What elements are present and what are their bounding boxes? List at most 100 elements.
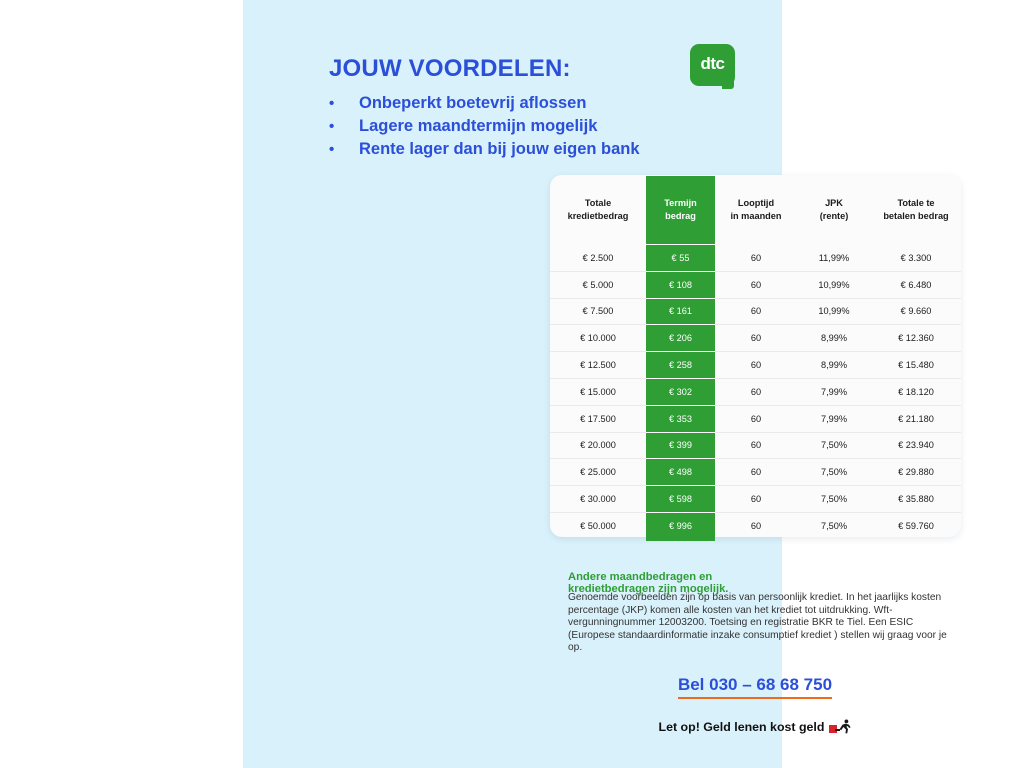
table-row: € 30.000 € 598 60 7,50% € 35.880: [550, 485, 961, 513]
list-item: • Onbeperkt boetevrij aflossen: [329, 92, 749, 115]
cell-termijn: € 55: [646, 244, 715, 272]
cell-jkp: 7,50%: [797, 458, 871, 486]
list-item: • Lagere maandtermijn mogelijk: [329, 115, 749, 138]
phone-cta[interactable]: Bel 030 – 68 68 750: [243, 675, 1024, 699]
header-line-2: (rente): [819, 211, 849, 221]
cell-jkp: 10,99%: [797, 297, 871, 325]
cell-termijn: € 399: [646, 431, 715, 459]
dtc-logo: dtc: [690, 44, 735, 89]
cell-totaal: € 15.480: [871, 351, 961, 379]
cell-termijn: € 996: [646, 511, 715, 539]
header-line-1: Totale: [584, 198, 612, 208]
cell-totaal: € 12.360: [871, 324, 961, 352]
logo-bubble-tail: [722, 77, 734, 89]
poster-panel: JOUW VOORDELEN: dtc • Onbeperkt boetevri…: [243, 0, 961, 768]
cell-totaal: € 59.760: [871, 511, 961, 539]
warning-wrap: Let op! Geld lenen kost geld: [659, 719, 852, 734]
cell-looptijd: 60: [715, 324, 797, 352]
cell-krediet: € 10.000: [550, 324, 646, 352]
header-line-1: Totale te: [897, 198, 935, 208]
cell-totaal: € 6.480: [871, 270, 961, 299]
phone-number[interactable]: Bel 030 – 68 68 750: [677, 675, 833, 699]
cell-looptijd: 60: [715, 485, 797, 513]
cell-krediet: € 20.000: [550, 431, 646, 459]
running-man-icon: [829, 719, 852, 734]
cell-totaal: € 9.660: [871, 297, 961, 325]
cell-jkp: 7,99%: [797, 377, 871, 406]
table-row: € 20.000 € 399 60 7,50% € 23.940: [550, 431, 961, 459]
cell-krediet: € 25.000: [550, 458, 646, 486]
cell-krediet: € 12.500: [550, 351, 646, 379]
table-header-row: Totale kredietbedrag Termijn bedrag Loop…: [550, 175, 961, 245]
cell-looptijd: 60: [715, 511, 797, 539]
cell-jkp: 10,99%: [797, 270, 871, 299]
note-body: Genoemde voorbeelden zijn op basis van p…: [568, 592, 947, 654]
cell-termijn: € 302: [646, 377, 715, 406]
cell-looptijd: 60: [715, 431, 797, 459]
logo-wordmark: dtc: [700, 54, 726, 73]
cell-krediet: € 5.000: [550, 270, 646, 299]
cell-looptijd: 60: [715, 404, 797, 433]
cell-jkp: 7,99%: [797, 404, 871, 433]
cell-krediet: € 15.000: [550, 377, 646, 406]
cell-krediet: € 2.500: [582, 252, 614, 263]
cell-jkp: 11,99%: [818, 252, 850, 263]
note-heading: Andere maandbedragen en kredietbedragen …: [568, 571, 729, 595]
cell-krediet: € 7.500: [550, 297, 646, 325]
cell-jkp: 7,50%: [797, 485, 871, 513]
cell-totaal: € 23.940: [871, 431, 961, 459]
column-header-totaal: Totale te betalen bedrag: [871, 176, 961, 245]
header-line-2: kredietbedrag: [567, 211, 629, 221]
cell-totaal: € 18.120: [871, 377, 961, 406]
cell-krediet: € 30.000: [550, 485, 646, 513]
cell-jkp: 8,99%: [797, 351, 871, 379]
cell-totaal: € 29.880: [871, 458, 961, 486]
header-line-1: Looptijd: [737, 198, 775, 208]
cell-totaal: € 35.880: [871, 485, 961, 513]
cell-jkp: 7,50%: [797, 431, 871, 459]
column-header-jkp: JPK (rente): [797, 176, 871, 245]
table-row: € 12.500 € 258 60 8,99% € 15.480: [550, 351, 961, 379]
money-leash-shape: [835, 728, 841, 731]
cell-termijn: € 498: [646, 458, 715, 486]
cell-termijn: € 353: [646, 404, 715, 433]
cell-termijn: € 161: [646, 297, 715, 325]
cell-totaal: € 21.180: [871, 404, 961, 433]
cell-looptijd: 60: [715, 377, 797, 406]
cell-looptijd: 60: [715, 458, 797, 486]
benefit-label: Onbeperkt boetevrij aflossen: [359, 94, 587, 112]
benefits-list: • Onbeperkt boetevrij aflossen • Lagere …: [329, 92, 749, 161]
cell-totaal: € 3.300: [900, 252, 932, 263]
list-item: • Rente lager dan bij jouw eigen bank: [329, 138, 749, 161]
cell-jkp: 8,99%: [797, 324, 871, 352]
cell-looptijd: 60: [715, 270, 797, 299]
cell-termijn: € 598: [646, 485, 715, 513]
table-row: € 2.500 € 55 60 11,99% € 3.300: [550, 244, 961, 272]
benefit-label: Lagere maandtermijn mogelijk: [359, 117, 598, 135]
header-line-2: betalen bedrag: [883, 211, 949, 221]
credit-warning: Let op! Geld lenen kost geld: [243, 719, 1024, 734]
warning-label: Let op! Geld lenen kost geld: [658, 719, 825, 734]
cell-looptijd: 60: [750, 252, 762, 263]
cell-termijn: € 258: [646, 351, 715, 379]
column-header-looptijd: Looptijd in maanden: [715, 176, 797, 245]
bullet-icon: •: [329, 118, 335, 135]
cell-krediet: € 50.000: [550, 511, 646, 539]
cell-looptijd: 60: [715, 351, 797, 379]
table-row: € 10.000 € 206 60 8,99% € 12.360: [550, 324, 961, 352]
header-line-1: JPK: [825, 198, 843, 208]
table-row: € 25.000 € 498 60 7,50% € 29.880: [550, 458, 961, 486]
table-row: € 15.000 € 302 60 7,99% € 18.120: [550, 377, 961, 406]
header-line-1: Termijn: [664, 198, 697, 208]
cell-termijn: € 206: [646, 324, 715, 352]
table-row: € 5.000 € 108 60 10,99% € 6.480: [550, 270, 961, 299]
benefit-label: Rente lager dan bij jouw eigen bank: [359, 140, 640, 158]
header-line-2: bedrag: [665, 211, 696, 221]
cell-looptijd: 60: [715, 297, 797, 325]
cell-termijn: € 108: [646, 270, 715, 299]
table-row: € 50.000 € 996 60 7,50% € 59.760: [550, 511, 961, 539]
page-title: JOUW VOORDELEN:: [329, 55, 571, 82]
column-header-termijn: Termijn bedrag: [646, 175, 715, 245]
bullet-icon: •: [329, 95, 335, 112]
